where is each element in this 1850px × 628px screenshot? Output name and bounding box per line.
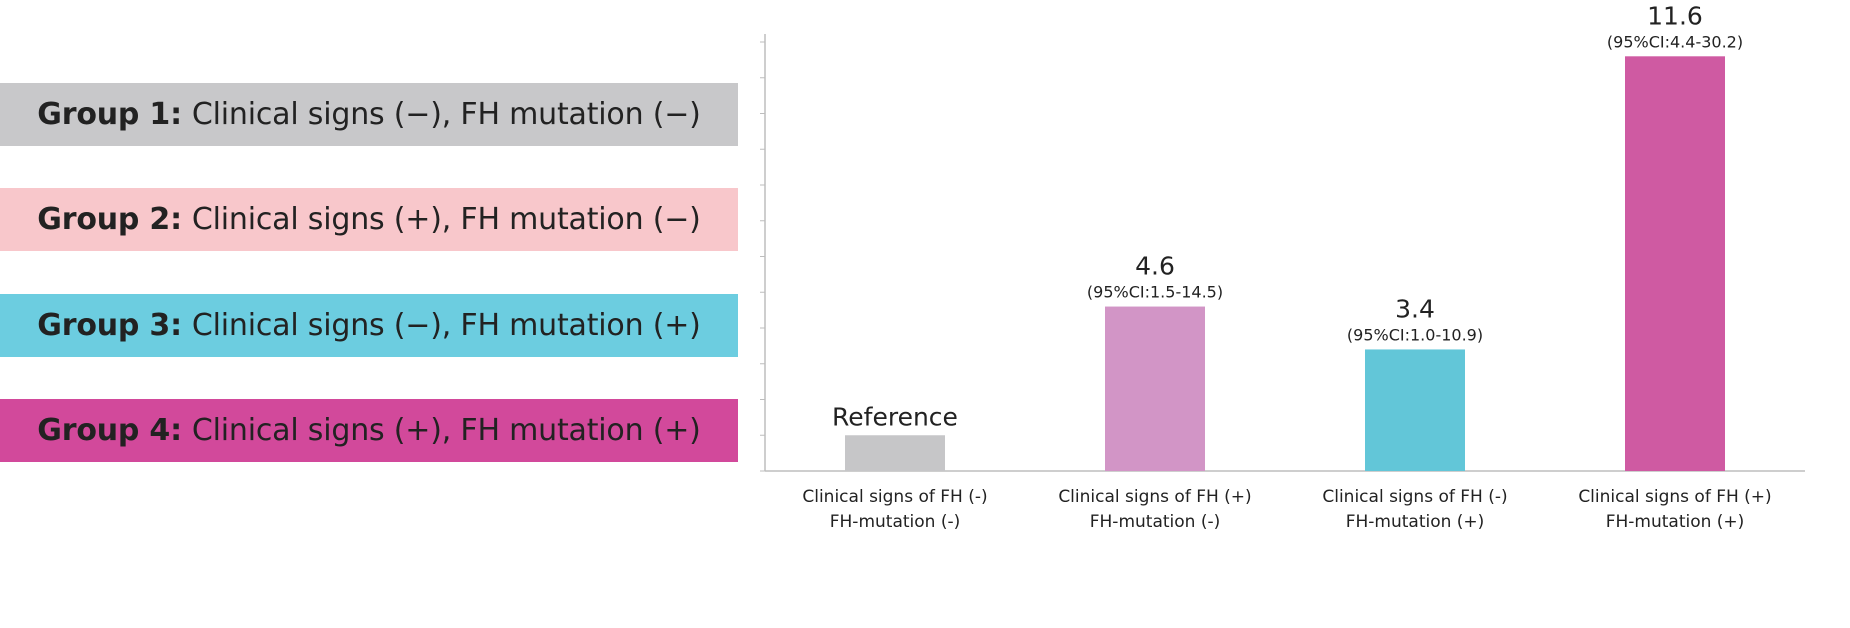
bar-value-label: 4.6 (1135, 252, 1175, 281)
bar (845, 435, 945, 471)
legend-group-3-desc: Clinical signs (−), FH mutation (+) (191, 308, 701, 343)
legend-group-3-title: Group 3: (37, 308, 182, 343)
bar (1105, 306, 1205, 471)
bar-value-label: 3.4 (1395, 294, 1435, 323)
x-tick-label: Clinical signs of FH (+) (1578, 487, 1771, 507)
chart-labels: Reference Clinical signs of FH (-) FH-muta… (802, 1, 1771, 532)
bar-ci-label: (95%CI:1.5-14.5) (1087, 283, 1223, 302)
x-tick-label: FH-mutation (-) (830, 512, 960, 532)
legend-group-4-desc: Clinical signs (+), FH mutation (+) (191, 413, 701, 448)
x-tick-label: FH-mutation (+) (1346, 512, 1485, 532)
x-tick-label: Clinical signs of FH (-) (1322, 487, 1507, 507)
x-tick-label: FH-mutation (+) (1606, 512, 1745, 532)
odds-ratio-bar-chart: Odds ratio for coronary artery disease01… (760, 1, 1805, 532)
group-legend: Group 1: Clinical signs (−), FH mutation… (0, 0, 740, 628)
bar-value-label: Reference (832, 402, 958, 431)
bar-ci-label: (95%CI:1.0-10.9) (1347, 325, 1483, 344)
chart-bars (845, 56, 1725, 472)
bar-value-label: 11.6 (1647, 1, 1703, 30)
x-tick-label: Clinical signs of FH (+) (1058, 487, 1251, 507)
legend-group-2: Group 2: Clinical signs (+), FH mutation… (0, 188, 738, 251)
bar (1365, 349, 1465, 471)
legend-group-3: Group 3: Clinical signs (−), FH mutation… (0, 294, 738, 357)
legend-group-1-desc: Clinical signs (−), FH mutation (−) (191, 97, 701, 132)
bar (1625, 56, 1725, 472)
x-tick-label: FH-mutation (-) (1090, 512, 1220, 532)
legend-group-2-title: Group 2: (37, 202, 182, 237)
bar-ci-label: (95%CI:4.4-30.2) (1607, 32, 1743, 51)
x-tick-label: Clinical signs of FH (-) (802, 487, 987, 507)
legend-group-1-title: Group 1: (37, 97, 182, 132)
legend-group-4-title: Group 4: (37, 413, 182, 448)
legend-group-4: Group 4: Clinical signs (+), FH mutation… (0, 399, 738, 462)
legend-group-1: Group 1: Clinical signs (−), FH mutation… (0, 83, 738, 146)
legend-group-2-desc: Clinical signs (+), FH mutation (−) (191, 202, 701, 237)
